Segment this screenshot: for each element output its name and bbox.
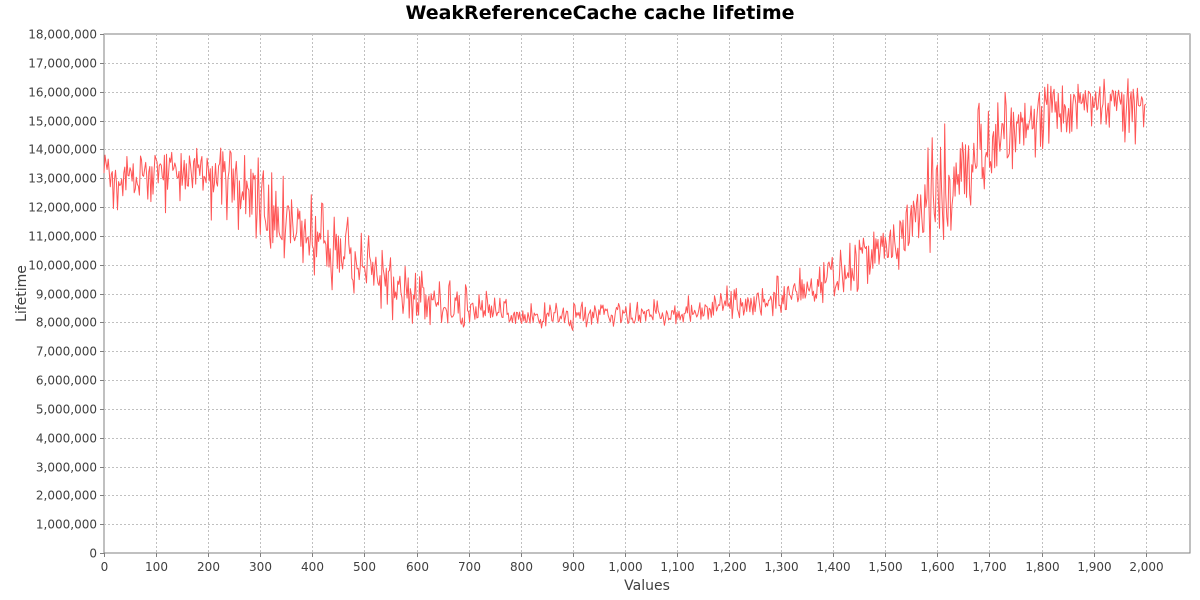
x-tick-label: 1,000 xyxy=(608,560,642,574)
x-tick-label: 700 xyxy=(458,560,481,574)
chart-title: WeakReferenceCache cache lifetime xyxy=(405,2,795,24)
x-tick-label: 900 xyxy=(562,560,585,574)
y-tick-label: 11,000,000 xyxy=(28,230,97,244)
x-tick-label: 1,700 xyxy=(972,560,1006,574)
y-tick-label: 12,000,000 xyxy=(28,201,97,215)
x-tick-label: 1,800 xyxy=(1025,560,1059,574)
y-tick-label: 16,000,000 xyxy=(28,86,97,100)
y-tick-label: 0 xyxy=(89,547,97,561)
x-tick-label: 300 xyxy=(249,560,272,574)
x-tick-label: 500 xyxy=(353,560,376,574)
x-tick-label: 0 xyxy=(101,560,109,574)
x-tick-label: 400 xyxy=(301,560,324,574)
x-tick-label: 2,000 xyxy=(1129,560,1163,574)
y-tick-label: 17,000,000 xyxy=(28,57,97,71)
x-tick-label: 1,200 xyxy=(712,560,746,574)
x-tick-label: 1,900 xyxy=(1077,560,1111,574)
y-tick-label: 10,000,000 xyxy=(28,259,97,273)
y-tick-label: 7,000,000 xyxy=(36,345,97,359)
y-tick-label: 6,000,000 xyxy=(36,374,97,388)
y-tick-label: 8,000,000 xyxy=(36,316,97,330)
x-tick-label: 1,300 xyxy=(764,560,798,574)
plot-area xyxy=(103,33,1191,554)
x-tick-label: 1,400 xyxy=(816,560,850,574)
series-line xyxy=(103,78,1147,331)
y-tick-label: 3,000,000 xyxy=(36,461,97,475)
y-tick-label: 9,000,000 xyxy=(36,288,97,302)
y-tick-label: 13,000,000 xyxy=(28,172,97,186)
axes: 0 1,000,000 2,000,000 3,000,000 4,000,000 5,0… xyxy=(28,28,1163,575)
x-tick-label: 600 xyxy=(406,560,429,574)
y-tick-label: 18,000,000 xyxy=(28,28,97,42)
y-tick-label: 5,000,000 xyxy=(36,403,97,417)
x-tick-label: 200 xyxy=(197,560,220,574)
grid xyxy=(104,34,1190,553)
y-tick-label: 14,000,000 xyxy=(28,143,97,157)
x-tick-label: 1,100 xyxy=(660,560,694,574)
x-tick-label: 800 xyxy=(510,560,533,574)
y-tick-label: 1,000,000 xyxy=(36,518,97,532)
y-tick-label: 15,000,000 xyxy=(28,115,97,129)
x-axis-label: Values xyxy=(624,578,670,594)
y-tick-label: 4,000,000 xyxy=(36,432,97,446)
x-tick-label: 1,500 xyxy=(868,560,902,574)
y-tick-label: 2,000,000 xyxy=(36,489,97,503)
y-axis-label: Lifetime xyxy=(14,265,30,322)
x-tick-label: 100 xyxy=(145,560,168,574)
x-tick-label: 1,600 xyxy=(920,560,954,574)
series-layer xyxy=(103,78,1147,331)
